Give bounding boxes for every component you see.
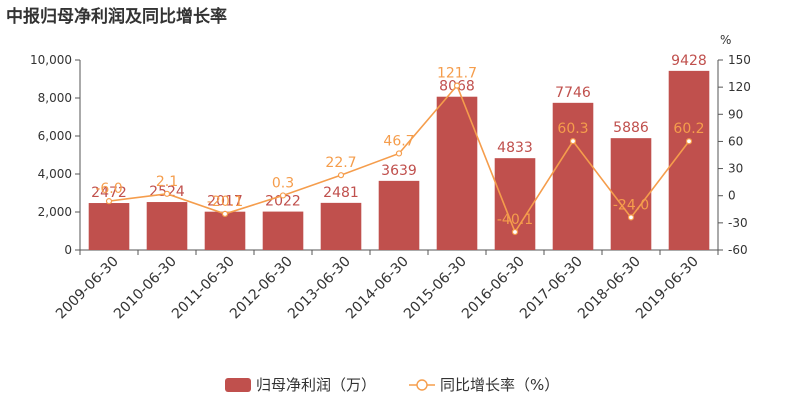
legend: 归母净利润（万） 同比增长率（%） (225, 376, 559, 394)
bar-value-label: 2481 (323, 185, 359, 201)
growth-point (337, 172, 345, 179)
growth-point (569, 138, 577, 145)
growth-point (221, 210, 229, 217)
legend-line-marker (416, 379, 428, 391)
legend-bar-label: 归母净利润（万） (256, 376, 376, 394)
growth-point (163, 190, 171, 197)
y-left-tick-label: 4,000 (38, 167, 72, 181)
y-right-unit: % (720, 33, 731, 47)
bar-value-label: 4833 (497, 140, 533, 156)
bar (436, 96, 478, 250)
growth-value-label: 22.7 (325, 155, 356, 171)
y-left-tick-label: 6,000 (38, 129, 72, 143)
growth-value-label: -24.0 (613, 197, 649, 213)
growth-value-label: -20.1 (207, 194, 243, 210)
bar-value-label: 2017 (207, 194, 243, 210)
growth-value-label: 60.2 (673, 121, 704, 137)
bar (146, 202, 188, 250)
y-right-tick-label: 60 (728, 134, 743, 148)
y-right-tick-label: -60 (728, 243, 748, 257)
growth-point (105, 198, 113, 205)
bar-value-label: 2472 (91, 185, 127, 201)
growth-labels-group: -6.0 2.1 -20.1 0.3 22.7 46.7 121.7 -40.1 60.3 -24… (95, 66, 704, 228)
legend-bar-swatch (225, 378, 251, 392)
growth-value-label: 0.3 (272, 175, 294, 191)
bar-value-label: 5886 (613, 120, 649, 136)
y-left-tick-label: 10,000 (30, 53, 72, 67)
growth-point (627, 214, 635, 221)
chart-title: 中报归母净利润及同比增长率 (6, 7, 227, 27)
bar-value-label: 7746 (555, 85, 591, 101)
x-tick-label: 2019-06-30 (633, 254, 702, 323)
growth-point (685, 138, 693, 145)
growth-point (395, 150, 403, 157)
bar (378, 180, 420, 250)
growth-point (279, 192, 287, 199)
bar-value-label: 9428 (671, 53, 707, 69)
bar-labels-group: 2472252420172022248136398068483377465886… (91, 53, 707, 210)
y-left-tick-label: 8,000 (38, 91, 72, 105)
growth-line-group (105, 82, 693, 236)
y-right-tick-label: 30 (728, 162, 743, 176)
bar (610, 138, 652, 250)
bar (262, 211, 304, 250)
growth-value-label: 46.7 (383, 133, 414, 149)
growth-value-label: 2.1 (156, 174, 178, 190)
growth-value-label: 121.7 (437, 66, 477, 82)
growth-value-label: -6.0 (95, 181, 122, 197)
bar (88, 203, 130, 250)
bar (494, 158, 536, 250)
y-right-tick-label: 120 (728, 80, 751, 94)
bar (552, 102, 594, 251)
y-left-tick-label: 2,000 (38, 205, 72, 219)
y-right-tick-label: 0 (728, 189, 736, 203)
y-right-tick-label: 90 (728, 107, 743, 121)
bar (668, 70, 710, 250)
bar-value-label: 3639 (381, 163, 417, 179)
growth-value-label: 60.3 (557, 121, 588, 137)
y-left-tick-label: 0 (64, 243, 72, 257)
bars-group (88, 70, 710, 251)
bar (204, 211, 246, 250)
y-right-tick-label: -30 (728, 216, 748, 230)
growth-value-label: -40.1 (497, 212, 533, 228)
growth-point (453, 82, 461, 89)
y-right-tick-label: 150 (728, 53, 751, 67)
bar (320, 202, 362, 250)
legend-line-label: 同比增长率（%） (440, 376, 559, 394)
growth-point (511, 228, 519, 236)
